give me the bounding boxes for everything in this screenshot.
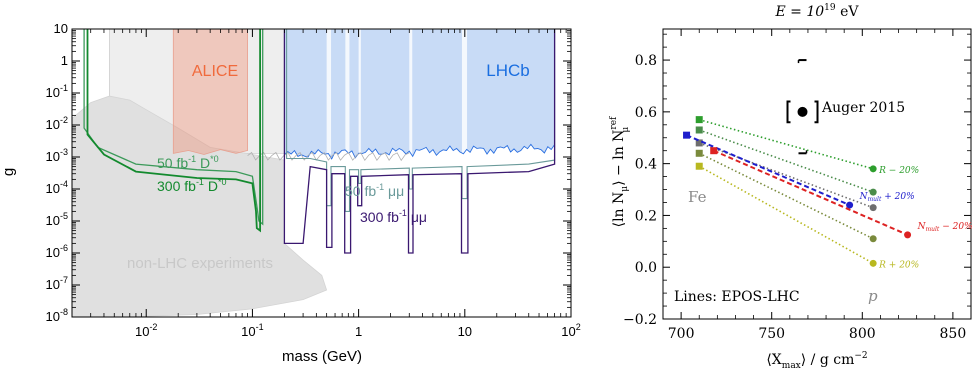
- right-x-tick-label: 750: [758, 326, 785, 342]
- lhcb-label: LHCb: [486, 61, 529, 80]
- lhcb-region: [284, 29, 555, 159]
- legend-mumu-50: 50 fb-1 μμ: [345, 182, 404, 199]
- legend-d0-300: 300 fb-1 D*0: [157, 177, 226, 194]
- lhcb-veto-window: [345, 29, 350, 155]
- alice-label: ALICE: [192, 63, 238, 80]
- model-p-marker: [869, 204, 877, 212]
- left-plot-frame: [71, 28, 572, 318]
- lhcb-veto-window: [461, 29, 468, 155]
- lhcb-veto-window: [326, 29, 332, 155]
- model-fe-marker: [695, 126, 703, 134]
- left-y-tick-label: 10-3: [46, 147, 68, 164]
- model-fe-marker: [683, 131, 691, 139]
- lhcb-veto-window: [409, 29, 413, 155]
- right-y-tick-label: 0.8: [635, 53, 657, 69]
- right-x-tick-label: 700: [668, 326, 695, 342]
- left-x-tick-label: 10: [458, 324, 472, 339]
- curve-d0-300fb: [86, 29, 262, 233]
- left-ylabel: g: [0, 168, 17, 176]
- model-line-label: Nmult + 20%: [859, 192, 915, 203]
- lhcb-boundary: [284, 143, 555, 160]
- auger-sys-bracket-right: [814, 100, 819, 124]
- curve-mumu-50fb: [286, 29, 556, 212]
- left-y-tick-label: 10-8: [46, 307, 68, 324]
- left-y-tick-label: 10-7: [46, 275, 68, 292]
- auger-label: Auger 2015: [821, 100, 905, 116]
- right-y-tick-label: 0.0: [635, 260, 657, 276]
- left-y-tick-label: 10-5: [46, 211, 68, 228]
- model-line: [698, 165, 874, 265]
- right-x-tick-label: 850: [940, 326, 967, 342]
- right-ylabel: ⟨ln Nμ⟩ − ln Nrefμ: [609, 116, 631, 227]
- right-y-tick-label: 0.2: [635, 208, 657, 224]
- model-line: [698, 142, 874, 209]
- left-y-tick-label: 1: [61, 53, 68, 68]
- model-p-marker: [869, 165, 877, 173]
- model-p-marker: [869, 188, 877, 196]
- model-fe-marker: [695, 116, 703, 124]
- left-xlabel: mass (GeV): [282, 348, 362, 365]
- left-chart: 10-2 10-1 1 10 102 10-8 10-7 10-6 10-5 10-4 10-3 10…: [0, 21, 581, 365]
- right-plot-frame: [662, 28, 972, 320]
- curve-mumu-300fb: [283, 29, 556, 254]
- model-line: [713, 149, 908, 236]
- model-line-label: Nmult − 20%: [917, 222, 973, 233]
- right-xlabel: ⟨Xmax⟩ / g cm−2: [766, 351, 867, 371]
- left-x-tick-label: 1: [355, 324, 362, 339]
- right-axis-ticks: 700 750 800 850 −0.2 0.0 0.2 0.4 0.6 0.8: [623, 29, 972, 342]
- right-y-tick-label: 0.4: [635, 157, 657, 173]
- non-lhc-label: non-LHC experiments: [127, 255, 273, 272]
- left-sensitivity-curves: [83, 29, 556, 254]
- model-line-label: R + 20%: [878, 260, 919, 270]
- lhcb-veto-window: [358, 29, 361, 155]
- left-x-tick-label: 10-1: [241, 322, 263, 339]
- top-energy-label: E = 1019 eV: [775, 3, 860, 20]
- right-chart: 700 750 800 850 −0.2 0.0 0.2 0.4 0.6 0.8 R − 20% N…: [609, 3, 973, 371]
- model-line: [686, 134, 851, 206]
- left-y-tick-label: 10-2: [46, 115, 68, 132]
- grey-limit-line: [247, 151, 410, 162]
- model-fe-marker: [710, 147, 718, 155]
- model-fe-marker: [695, 162, 703, 170]
- legend-d0-50: 50 fb-1 D*0: [157, 154, 219, 171]
- model-line-label: R − 20%: [878, 166, 919, 176]
- auger-marker: [797, 106, 808, 117]
- left-regions: [71, 28, 555, 318]
- left-x-tick-label: 102: [561, 322, 580, 339]
- lines-label: Lines: EPOS-LHC: [674, 289, 800, 305]
- auger-sys-bracket-left: [786, 100, 791, 124]
- p-label: p: [868, 287, 878, 305]
- left-axis-ticks: 10-2 10-1 1 10 102 10-8 10-7 10-6 10-5 10-4 10-3 10…: [46, 21, 581, 339]
- alice-region: [172, 28, 249, 155]
- left-y-tick-label: 10-6: [46, 243, 68, 260]
- model-p-marker: [869, 259, 877, 267]
- model-fe-marker: [695, 149, 703, 157]
- left-x-tick-label: 10-2: [135, 322, 157, 339]
- model-line: [698, 129, 874, 193]
- left-y-tick-label: 10: [54, 21, 68, 36]
- left-y-tick-label: 10-4: [46, 179, 68, 196]
- model-p-marker: [869, 235, 877, 243]
- model-fe-marker: [695, 139, 703, 147]
- auger-point: [786, 59, 819, 155]
- right-model-lines: R − 20% Nmult + 20% Nmult − 20% R + 20%: [683, 116, 973, 270]
- model-p-marker: [904, 231, 912, 239]
- left-y-tick-label: 10-1: [46, 83, 68, 100]
- right-y-tick-label: 0.6: [635, 105, 657, 121]
- legend-mumu-300: 300 fb-1 μμ: [360, 208, 427, 225]
- fe-label: Fe: [688, 188, 707, 206]
- right-x-tick-label: 800: [849, 326, 876, 342]
- model-p-marker: [846, 201, 854, 209]
- model-line: [698, 152, 874, 240]
- right-y-tick-label: −0.2: [623, 312, 657, 328]
